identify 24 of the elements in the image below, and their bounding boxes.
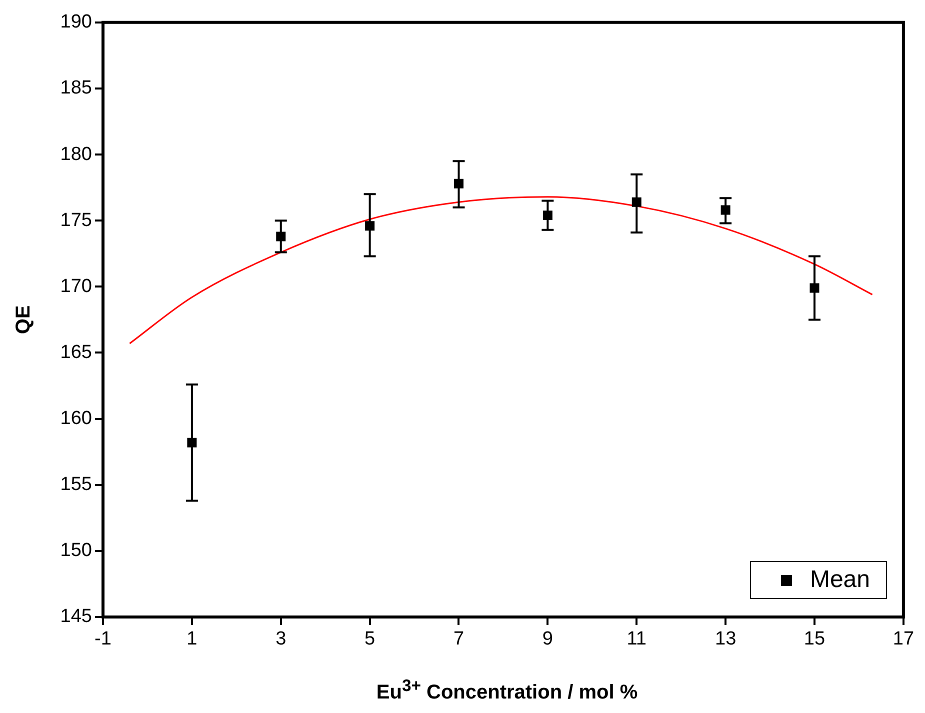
y-tick-label: 145	[60, 606, 92, 628]
y-tick-label: 175	[60, 210, 92, 231]
legend-label: Mean	[810, 566, 870, 594]
x-tick-label: 7	[453, 628, 464, 650]
line-series	[128, 196, 874, 344]
y-tick-label: 185	[60, 78, 92, 99]
x-tick-label: -1	[94, 628, 112, 650]
y-tick-label: 160	[60, 408, 92, 430]
y-tick-label: 165	[60, 342, 92, 363]
x-tick-label: 13	[714, 628, 736, 650]
y-tick-label: 170	[60, 276, 92, 297]
y-tick-label: 190	[60, 12, 92, 33]
x-tick-label: 15	[804, 628, 826, 650]
y-tick-label: 180	[60, 144, 92, 165]
y-tick-label: 155	[60, 474, 92, 496]
x-tick-label: 17	[892, 628, 914, 650]
x-axis-title: Eu$^{3+}$ Concentration / mol %	[375, 676, 639, 705]
x-tick-label: 3	[276, 628, 286, 650]
y-tick-label: 150	[60, 540, 92, 562]
x-tick-label: 9	[542, 628, 553, 650]
y-axis-title: QE	[12, 305, 35, 334]
x-tick-label: 1	[186, 628, 198, 650]
x-tick-label: 5	[364, 628, 376, 650]
x-tick-label: 11	[626, 628, 646, 650]
